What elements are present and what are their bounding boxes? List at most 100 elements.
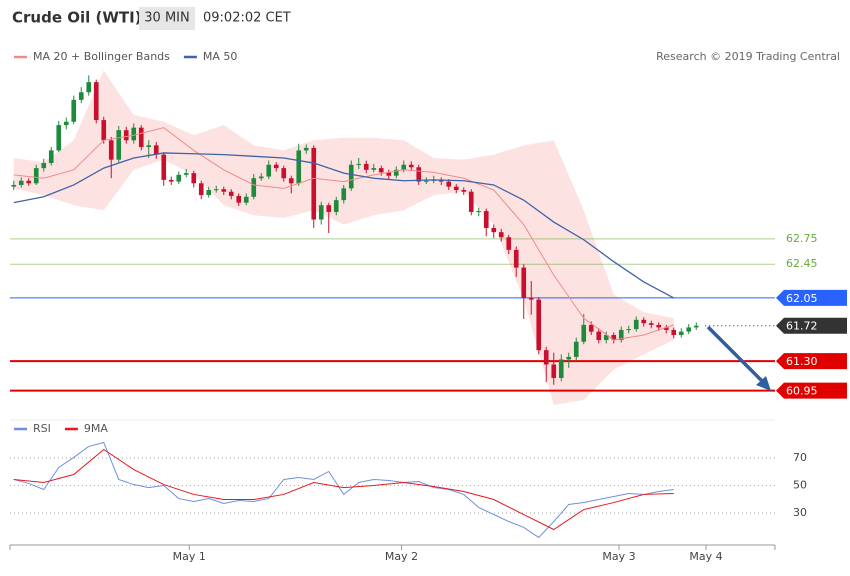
candle-body [626,329,632,331]
y-tick-label: 50 [793,479,807,492]
candle-body [63,121,69,126]
candle-body [86,82,92,93]
candle-body [453,186,459,191]
price-tag [776,382,847,399]
candle-body [678,331,684,335]
candle-body [206,190,212,196]
candle-body [41,163,47,169]
candle-body [131,127,137,141]
candle-body [641,319,647,324]
forecast-arrowhead [756,376,771,391]
price-level-label: 62.75 [786,232,818,245]
candle-body [506,237,512,250]
candle-body [71,99,77,122]
legend-label: MA 20 + Bollinger Bands [33,50,170,63]
candle-body [551,364,557,378]
candle-body [56,125,62,151]
y-tick-label: 70 [793,451,807,464]
candle-body [521,267,527,298]
x-tick-label: May 3 [602,550,635,563]
candle-body [423,180,429,182]
candle-body [101,120,107,141]
price-tag-label: 60.95 [786,385,818,398]
candle-body [318,205,324,220]
candle-body [258,176,264,179]
price-tag-label: 62.05 [786,292,818,305]
candle-body [356,163,362,165]
candle-body [543,350,549,365]
candle-body [656,324,662,328]
candle-body [33,168,39,184]
candle-body [348,164,354,189]
instrument-title: Crude Oil (WTI) [12,9,142,27]
candle-body [446,181,452,187]
candle-body [251,178,257,197]
candle-body [303,147,309,151]
candle-body [26,180,32,184]
candle-body [596,331,602,341]
candle-body [558,359,564,378]
candle-body [536,299,542,351]
credit: Research © 2019 Trading Central [656,50,840,63]
candle-body [633,319,639,330]
candle-body [273,164,279,169]
candle-body [116,130,122,160]
candle-body [483,211,489,228]
candle-body [266,164,272,177]
x-tick-label: May 1 [173,550,206,563]
candle-body [566,356,572,360]
candle-body [168,179,174,182]
candle-body [693,325,699,328]
candle-body [296,150,302,184]
candle-body [528,297,534,300]
candle-body [588,324,594,332]
candle-body [461,190,467,192]
ma20-line [13,127,674,341]
candle-body [228,191,234,196]
candle-body [93,82,99,121]
candle-body [663,327,669,330]
price-level-label: 62.45 [786,257,818,270]
candle-body [513,249,519,268]
candle-body [611,334,617,341]
candle-body [311,147,317,220]
candle-body [221,189,227,192]
legend-label: MA 50 [203,50,238,63]
candle-body [78,92,84,100]
candle-body [581,324,587,342]
rsi-ma-line [13,448,674,531]
forecast-arrow [706,325,766,385]
timestamp: 09:02:02 CET [203,11,291,26]
candle-body [408,164,414,168]
candle-body [401,164,407,170]
candle-body [236,195,242,203]
candle-body [393,169,399,176]
candle-body [213,189,219,191]
candle-body [243,196,249,203]
candle-body [498,232,504,238]
candle-body [138,127,144,148]
price-tag [776,289,847,306]
x-tick-label: May 4 [689,550,722,563]
candle-body [176,174,182,182]
candle-body [648,323,654,325]
price-tag [776,353,847,370]
candle-body [161,154,167,180]
candle-body [491,227,497,233]
candle-body [468,191,474,212]
price-tag-label: 61.30 [786,355,818,368]
legend-label: RSI [33,422,51,435]
candle-body [108,140,114,160]
price-tag-label: 61.72 [786,320,818,333]
candle-body [686,327,692,332]
candle-body [183,173,189,175]
price-tag [776,317,847,334]
candle-body [198,183,204,196]
candle-body [281,168,287,179]
candle-body [333,200,339,212]
candle-body [153,145,159,155]
candle-body [618,329,624,341]
candle-body [573,341,579,357]
candle-body [476,211,482,213]
legend-label: 9MA [84,422,108,435]
